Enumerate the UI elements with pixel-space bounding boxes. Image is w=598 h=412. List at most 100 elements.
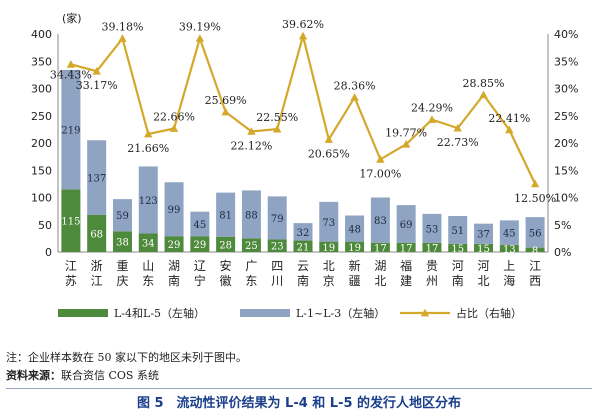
bar-l4-l5-label: 13 — [503, 244, 516, 255]
share-marker — [195, 34, 205, 42]
source-note: 资料来源：联合资信 COS 系统 — [6, 367, 159, 383]
category-label: 东 — [142, 274, 154, 288]
legend-label-share: 占比（右轴） — [456, 306, 522, 320]
bar-l1-l3 — [345, 215, 365, 242]
bar-l4-l5-label: 34 — [142, 239, 155, 250]
bar-l4-l5-label: 17 — [426, 243, 439, 254]
chart-area: 0 50 100 150 200 250 300 350 400 0% 5% 10% 15% 20% 25%… — [31, 11, 578, 320]
right-tick-label: 30% — [554, 83, 578, 96]
category-label: 河 — [452, 259, 464, 273]
source-text: 联合资信 COS 系统 — [61, 369, 159, 382]
legend-label-l1-l3: L-1~L-3（左轴） — [296, 306, 385, 320]
category-label: 湖 — [168, 258, 180, 273]
share-label: 20.65% — [308, 147, 350, 160]
bar-l1-l3-label: 48 — [348, 225, 361, 236]
bar-l1-l3 — [87, 140, 107, 215]
share-label: 28.36% — [334, 79, 376, 92]
right-tick-label: 35% — [554, 55, 578, 68]
category-label: 川 — [271, 274, 283, 288]
category-label: 辽 — [194, 259, 206, 273]
share-marker — [298, 31, 308, 40]
category-label: 宁 — [194, 273, 206, 288]
bar-l1-l3-label: 81 — [219, 211, 232, 222]
category-label: 北 — [478, 274, 490, 288]
bar-l1-l3-label: 99 — [168, 205, 181, 216]
bar-l4-l5 — [112, 231, 132, 252]
bar-l4-l5-label: 28 — [219, 240, 232, 251]
share-marker — [92, 67, 101, 75]
share-marker — [427, 115, 437, 123]
bar-l1-l3 — [112, 199, 132, 232]
right-tick-label: 15% — [554, 164, 578, 177]
share-label: 25.69% — [205, 94, 247, 107]
share-marker — [324, 135, 333, 143]
bar-l1-l3-label: 123 — [139, 196, 158, 207]
bar-l4-l5-label: 115 — [61, 217, 80, 228]
category-label: 江 — [91, 274, 103, 288]
bar-l4-l5-label: 8 — [532, 246, 538, 257]
left-tick-label: 250 — [31, 110, 52, 123]
bar-l4-l5-label: 38 — [116, 238, 129, 249]
chart-note: 注：企业样本数在 50 家以下的地区未列于图中。 — [6, 351, 247, 364]
bar-l4-l5 — [61, 189, 81, 252]
bar-l4-l5-label: 29 — [168, 240, 181, 251]
share-marker — [273, 124, 282, 133]
bar-l4-l5-label: 25 — [245, 241, 258, 252]
bar-l4-l5 — [474, 243, 494, 252]
category-label: 东 — [245, 274, 257, 288]
bar-l4-l5 — [164, 236, 184, 252]
bar-l4-l5 — [293, 240, 313, 252]
share-label: 34.43% — [50, 68, 92, 81]
category-label: 安 — [220, 258, 232, 273]
category-label: 浙 — [91, 259, 103, 273]
left-tick-label: 100 — [31, 192, 52, 205]
bar-l4-l5 — [345, 241, 365, 252]
share-line — [70, 31, 537, 185]
bar-l1-l3 — [525, 217, 545, 248]
share-label: 24.29% — [411, 102, 453, 115]
bar-l1-l3 — [319, 201, 339, 242]
bar-l4-l5 — [87, 214, 107, 252]
bar-l1-l3-label: 45 — [503, 229, 516, 240]
bar-l4-l5-label: 17 — [374, 243, 387, 254]
bar-l1-l3 — [216, 192, 236, 237]
share-label: 22.66% — [153, 111, 195, 124]
bar-l1-l3 — [138, 166, 158, 234]
left-axis-unit: (家) — [62, 11, 82, 25]
share-marker — [505, 125, 514, 134]
bar-l4-l5 — [190, 236, 210, 252]
share-marker — [453, 123, 462, 132]
left-tick-label: 400 — [31, 28, 52, 41]
bar-l1-l3 — [448, 216, 468, 244]
share-label: 22.41% — [488, 112, 530, 125]
right-tick-label: 10% — [554, 192, 578, 205]
category-label: 福 — [400, 258, 412, 273]
category-label: 河 — [478, 259, 490, 273]
bar-l4-l5 — [525, 247, 545, 252]
share-marker — [169, 124, 179, 132]
share-label: 39.19% — [179, 20, 221, 33]
bar-l1-l3 — [61, 69, 81, 190]
bar-l1-l3-label: 73 — [322, 218, 335, 229]
share-label: 21.66% — [127, 142, 169, 155]
left-tick-label: 350 — [31, 55, 52, 68]
bar-l1-l3-label: 53 — [426, 224, 439, 235]
bar-l1-l3-label: 45 — [193, 220, 206, 231]
legend-swatch-l4-l5 — [58, 309, 108, 317]
category-label: 南 — [297, 273, 309, 288]
caption-rule — [6, 388, 592, 389]
share-label: 28.85% — [463, 77, 505, 90]
category-label: 京 — [323, 274, 335, 288]
category-label: 四 — [271, 259, 283, 273]
bar-l1-l3 — [190, 211, 210, 237]
bar-l4-l5 — [499, 244, 519, 252]
bar-l1-l3 — [164, 182, 184, 237]
share-label: 22.12% — [230, 139, 272, 152]
bar-l4-l5-label: 15 — [477, 244, 490, 255]
category-label: 重 — [116, 259, 128, 273]
bar-l4-l5 — [422, 242, 442, 252]
bar-l1-l3-label: 69 — [400, 220, 413, 231]
bar-l4-l5-label: 21 — [297, 242, 310, 253]
category-label: 疆 — [349, 274, 361, 288]
category-label: 贵 — [426, 259, 438, 273]
